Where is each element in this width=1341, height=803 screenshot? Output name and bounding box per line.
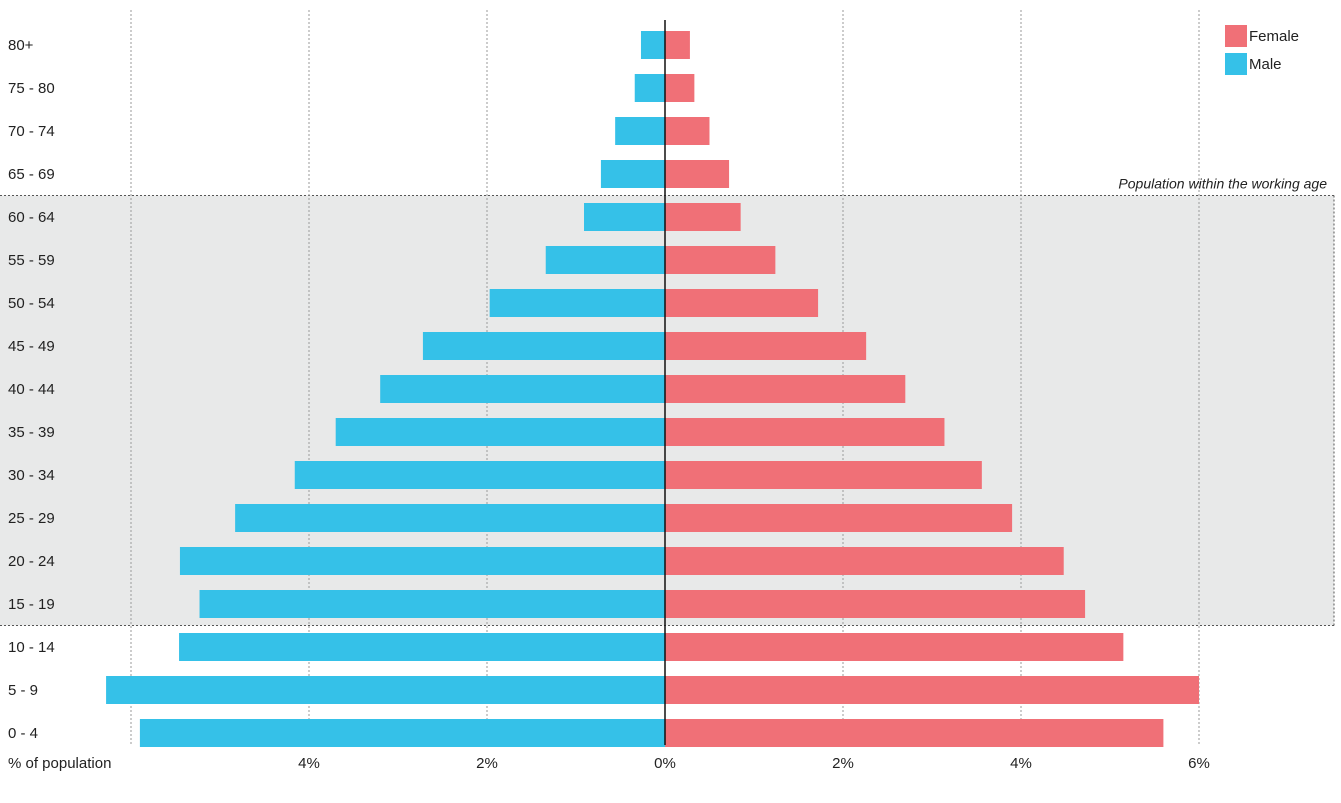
x-tick-label: 4%: [1010, 755, 1032, 772]
bar-male: [422, 332, 665, 360]
bar-female: [665, 719, 1164, 747]
bar-female: [665, 203, 741, 231]
bar-male: [615, 117, 665, 145]
bars: [106, 31, 1199, 747]
working-age-annotation: Population within the working age: [1118, 176, 1327, 192]
legend-label-female: Female: [1249, 28, 1299, 45]
bar-male: [380, 375, 665, 403]
category-label: 30 - 34: [8, 467, 55, 484]
x-tick-label: 4%: [298, 755, 320, 772]
category-label: 50 - 54: [8, 295, 55, 312]
category-label: 15 - 19: [8, 596, 55, 613]
category-label: 10 - 14: [8, 639, 55, 656]
category-label: 20 - 24: [8, 553, 55, 570]
x-axis-label: % of population: [8, 755, 111, 772]
bar-male: [199, 590, 665, 618]
bar-female: [665, 246, 776, 274]
bar-male: [294, 461, 665, 489]
bar-male: [139, 719, 665, 747]
category-label: 0 - 4: [8, 725, 38, 742]
bar-female: [665, 676, 1199, 704]
bar-male: [640, 31, 665, 59]
category-label: 45 - 49: [8, 338, 55, 355]
bar-female: [665, 504, 1013, 532]
legend-swatch-female: [1225, 25, 1247, 47]
category-label: 80+: [8, 37, 34, 54]
bar-female: [665, 289, 819, 317]
bar-male: [235, 504, 665, 532]
category-label: 5 - 9: [8, 682, 38, 699]
bar-female: [665, 418, 945, 446]
category-label: 65 - 69: [8, 166, 55, 183]
x-tick-label: 2%: [476, 755, 498, 772]
bar-male: [106, 676, 665, 704]
category-label: 75 - 80: [8, 80, 55, 97]
category-label: 70 - 74: [8, 123, 55, 140]
bar-female: [665, 590, 1086, 618]
category-label: 55 - 59: [8, 252, 55, 269]
bar-male: [179, 547, 665, 575]
category-label: 25 - 29: [8, 510, 55, 527]
category-labels: 0 - 4 5 - 9 10 - 14 15 - 19 20 - 24 25 - 29 30…: [8, 37, 55, 742]
category-label: 60 - 64: [8, 209, 55, 226]
gridlines: [130, 10, 1200, 745]
x-tick-labels: 4% 2% 0% 2% 4% 6%: [298, 755, 1210, 772]
bar-female: [665, 74, 695, 102]
bar-female: [665, 332, 867, 360]
bar-female: [665, 160, 730, 188]
bar-female: [665, 117, 710, 145]
legend-label-male: Male: [1249, 56, 1282, 73]
x-tick-label: 2%: [832, 755, 854, 772]
bar-female: [665, 547, 1064, 575]
bar-female: [665, 633, 1124, 661]
bar-male: [545, 246, 665, 274]
bar-male: [179, 633, 665, 661]
category-label: 35 - 39: [8, 424, 55, 441]
category-label: 40 - 44: [8, 381, 55, 398]
bar-female: [665, 461, 982, 489]
legend: Female Male: [1225, 25, 1299, 75]
x-tick-label: 0%: [654, 755, 676, 772]
bar-male: [584, 203, 665, 231]
bar-male: [600, 160, 665, 188]
bar-female: [665, 375, 906, 403]
bar-male: [634, 74, 665, 102]
bar-female: [665, 31, 690, 59]
bar-male: [489, 289, 665, 317]
bar-male: [335, 418, 665, 446]
legend-swatch-male: [1225, 53, 1247, 75]
x-tick-label: 6%: [1188, 755, 1210, 772]
